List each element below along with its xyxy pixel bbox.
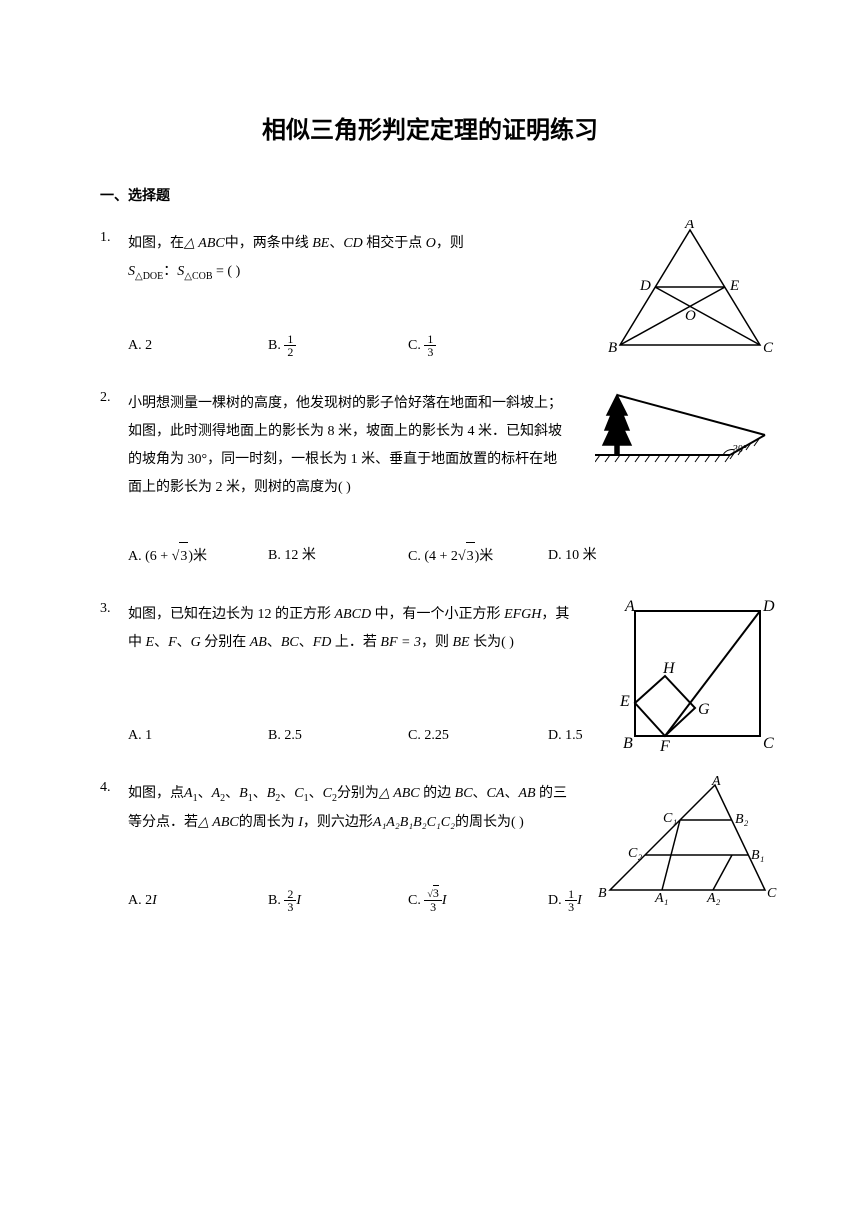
svg-text:A: A	[711, 775, 721, 789]
question-1: 1. 如图，在△ ABC中，两条中线 BE、CD 相交于点 O，则 S△DOE：…	[100, 230, 760, 360]
svg-text:F: F	[659, 738, 670, 755]
svg-text:C: C	[763, 340, 774, 356]
question-2: 2. 小明想测量一棵树的高度，他发现树的影子恰好落在地面和一斜坡上；如图，此时测…	[100, 390, 760, 571]
svg-text:E: E	[729, 278, 739, 294]
svg-text:C: C	[767, 886, 777, 901]
q4-option-c: C. √33I	[408, 887, 548, 915]
svg-text:A₂: A₂	[706, 891, 721, 905]
svg-text:B: B	[608, 340, 617, 356]
q2-number: 2.	[100, 390, 128, 571]
q3-option-a: A. 1	[128, 722, 268, 750]
q4-option-a: A. 2I	[128, 887, 268, 915]
q2-option-d: D. 10 米	[548, 542, 688, 571]
q3-number: 3.	[100, 601, 128, 750]
q4-option-b: B. 23I	[268, 887, 408, 915]
q2-text: 小明想测量一棵树的高度，他发现树的影子恰好落在地面和一斜坡上；如图，此时测得地面…	[128, 390, 760, 502]
svg-text:B₁: B₁	[751, 848, 764, 863]
q1-option-b: B. 12	[268, 332, 408, 360]
svg-text:G: G	[698, 701, 710, 718]
q2-option-c: C. (4 + 23)米	[408, 542, 548, 571]
q1-option-c: C. 13	[408, 332, 548, 360]
q4-figure: A B C A₁ A₂ B₁ B₂ C₁ C₂	[595, 775, 780, 916]
q2-figure: 30°	[595, 390, 770, 481]
q1-number: 1.	[100, 230, 128, 360]
section-header: 一、选择题	[100, 185, 760, 205]
svg-text:E: E	[619, 693, 630, 710]
q3-figure: A D B C E F G H	[615, 596, 780, 767]
q3-option-b: B. 2.5	[268, 722, 408, 750]
svg-text:A₁: A₁	[654, 891, 668, 905]
svg-text:D: D	[762, 598, 775, 615]
q3-option-c: C. 2.25	[408, 722, 548, 750]
svg-text:O: O	[685, 308, 696, 324]
svg-text:D: D	[639, 278, 651, 294]
q2-option-a: A. (6 + 3)米	[128, 542, 268, 571]
svg-text:C: C	[763, 735, 774, 752]
svg-text:C₁: C₁	[663, 811, 677, 826]
svg-text:B: B	[623, 735, 633, 752]
q1-figure: A B C D E O	[600, 220, 780, 371]
svg-text:C₂: C₂	[628, 846, 642, 861]
svg-text:A: A	[684, 220, 695, 232]
question-3: 3. 如图，已知在边长为 12 的正方形 ABCD 中，有一个小正方形 EFGH…	[100, 601, 760, 750]
svg-text:H: H	[662, 660, 676, 677]
question-4: 4. 如图，点A1、A2、B1、B2、C1、C2分别为△ ABC 的边 BC、C…	[100, 780, 760, 915]
svg-text:B: B	[598, 886, 607, 901]
q1-option-a: A. 2	[128, 332, 268, 360]
q4-number: 4.	[100, 780, 128, 915]
svg-text:30°: 30°	[733, 444, 747, 455]
svg-text:B₂: B₂	[735, 812, 749, 827]
q2-options: A. (6 + 3)米 B. 12 米 C. (4 + 23)米 D. 10 米	[128, 542, 760, 571]
q2-option-b: B. 12 米	[268, 542, 408, 571]
svg-text:A: A	[624, 598, 635, 615]
page-title: 相似三角形判定定理的证明练习	[100, 110, 760, 145]
